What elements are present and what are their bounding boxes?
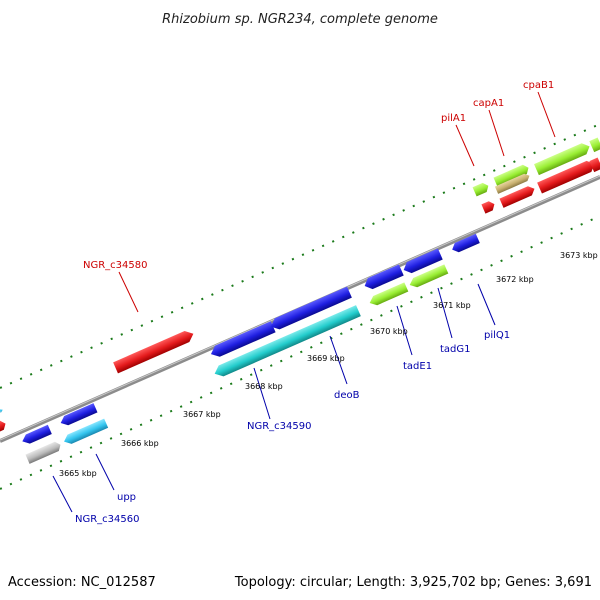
gene-ngr-c34590-blue-a [210, 321, 276, 357]
gene-tadg1-blue [403, 248, 443, 274]
gene-tade1-blue [364, 264, 404, 290]
gene-label-tade1: tadE1 [403, 361, 432, 372]
gene-label-upp: upp [117, 492, 136, 503]
leader-ngr-c34560 [52, 475, 73, 513]
kbp-label: 3669 kbp [307, 354, 345, 363]
gene-cpab1-red [537, 160, 595, 194]
upper-gene-labels: NGR_c34580 pilA1 capA1 cpaB1 [83, 80, 554, 271]
lower-tick-track [0, 215, 600, 490]
gene-edge-right-lime [589, 137, 600, 153]
leader-tade1 [396, 305, 413, 356]
kbp-label: 3666 kbp [121, 439, 159, 448]
kbp-label: 3668 kbp [245, 382, 283, 391]
gene-tracks [0, 137, 600, 464]
gene-ngr-c34580 [113, 331, 194, 374]
gene-label-capa1: capA1 [473, 98, 504, 109]
gene-upp-blue-right [60, 403, 98, 426]
leader-pilq1 [477, 283, 496, 326]
gene-capa1-lime [493, 164, 529, 187]
leader-ngr-c34590 [253, 367, 271, 420]
gene-upp-lightblue [64, 418, 109, 444]
gene-upp-blue-left [22, 424, 52, 444]
leader-ngr-c34580 [118, 271, 139, 313]
kbp-label: 3671 kbp [433, 301, 471, 310]
gene-capa1-red [499, 186, 535, 208]
gene-label-ngr-c34580: NGR_c34580 [83, 260, 148, 271]
gene-label-pila1: pilA1 [441, 113, 466, 124]
gene-label-tadg1: tadG1 [440, 344, 471, 355]
gene-label-ngr-c34590: NGR_c34590 [247, 421, 312, 432]
kbp-label: 3673 kbp [560, 251, 598, 260]
gene-edge-right-red [589, 157, 600, 173]
leader-cpab1 [537, 91, 556, 138]
leader-deob [329, 335, 348, 385]
leader-capa1 [488, 109, 505, 157]
gene-ngr-c34560-grey [25, 441, 61, 464]
gene-label-ngr-c34560: NGR_c34560 [75, 514, 140, 525]
leader-upp [95, 453, 115, 491]
map-title: Rhizobium sp. NGR234, complete genome [162, 12, 438, 27]
accession-text: Accession: NC_012587 [8, 575, 156, 590]
lower-gene-labels: NGR_c34560 upp NGR_c34590 deoB tadE1 tad… [75, 330, 510, 525]
gene-ngr-c34590-lightblue [214, 305, 361, 377]
gene-pila1-red [481, 201, 495, 214]
label-leaders [52, 91, 556, 513]
kbp-label: 3665 kbp [59, 469, 97, 478]
kbp-label: 3667 kbp [183, 410, 221, 419]
gene-pila1-lime [472, 182, 489, 197]
gene-label-deob: deoB [334, 390, 360, 401]
kbp-label: 3672 kbp [496, 275, 534, 284]
gene-edge-left-red [0, 420, 6, 433]
gene-label-cpab1: cpaB1 [523, 80, 554, 91]
genome-summary-text: Topology: circular; Length: 3,925,702 bp… [234, 575, 592, 590]
gene-edge-left-blue [0, 409, 3, 413]
kbp-labels: 3665 kbp 3666 kbp 3667 kbp 3668 kbp 3669… [59, 251, 598, 478]
gene-pilq1-blue [452, 233, 480, 253]
gene-ngr-c34590-blue-b [270, 286, 352, 330]
gene-capa1-tan [494, 173, 530, 194]
upper-tick-track [0, 123, 600, 389]
gene-label-pilq1: pilQ1 [484, 330, 510, 341]
kbp-label: 3670 kbp [370, 327, 408, 336]
leader-tadg1 [437, 287, 453, 339]
gene-tade1-lime [369, 282, 409, 306]
gene-tadg1-lime [409, 264, 449, 288]
leader-pila1 [455, 124, 475, 167]
gene-cpab1-lime [534, 143, 590, 176]
